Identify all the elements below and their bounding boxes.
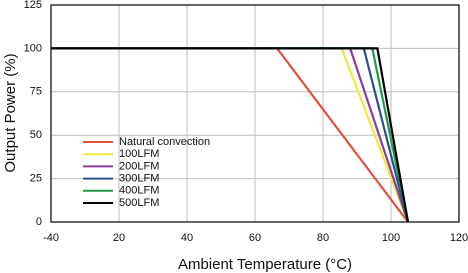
x-tick-label: 120 [450, 232, 468, 244]
x-tick-label: 100 [382, 232, 400, 244]
x-tick-label: 40 [181, 232, 193, 244]
y-tick-label: 100 [24, 42, 42, 54]
y-tick-label: 50 [30, 129, 42, 141]
y-tick-label: 125 [24, 0, 42, 11]
y-tick-label: 75 [30, 86, 42, 98]
legend-label: 300LFM [119, 173, 159, 185]
legend: Natural convection100LFM200LFM300LFM400L… [83, 136, 210, 209]
legend-label: 400LFM [119, 185, 159, 197]
legend-label: 500LFM [119, 197, 159, 209]
x-axis-title: Ambient Temperature (°C) [178, 256, 352, 273]
legend-label: 100LFM [119, 148, 159, 160]
legend-label: Natural convection [119, 136, 210, 148]
x-tick-label: 60 [249, 232, 261, 244]
x-tick-label: 80 [317, 232, 329, 244]
series-line [51, 47, 410, 223]
y-axis-title: Output Power (%) [2, 53, 19, 172]
x-tick-label: -40 [43, 232, 59, 244]
plot-frame [50, 4, 460, 223]
x-tick-label: 20 [113, 232, 125, 244]
legend-label: 200LFM [119, 160, 159, 172]
y-tick-label: 0 [36, 216, 42, 228]
y-tick-label: 25 [30, 173, 42, 185]
